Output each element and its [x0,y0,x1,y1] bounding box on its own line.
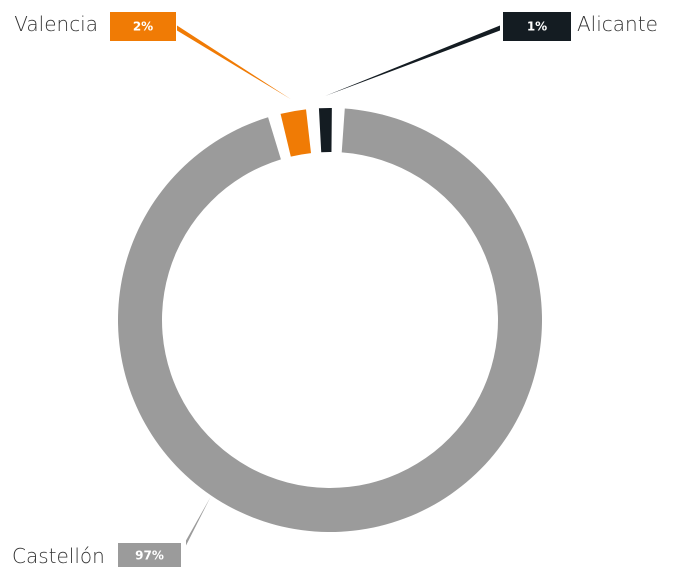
category-label-castellon: Castellón [12,544,105,567]
badge-castellon [118,543,181,567]
value-label-castellon: 97% [135,549,164,563]
slices-group [118,108,543,533]
slice-alicante[interactable] [318,108,332,153]
slice-valencia[interactable] [280,109,311,157]
category-label-alicante: Alicante [577,12,658,36]
leaders-group [177,25,500,546]
slice-castellon[interactable] [118,108,543,533]
value-label-valencia: 2% [133,20,153,34]
leader-alicante [325,25,500,97]
value-label-alicante: 1% [527,20,547,34]
labels-group: 97% Castellón 2% Valencia 1% Alicante [12,12,658,567]
badge-alicante [503,12,571,41]
leader-valencia [177,25,292,100]
category-label-valencia: Valencia [14,12,98,36]
badge-valencia [110,12,176,41]
leader-castellon [186,497,211,546]
